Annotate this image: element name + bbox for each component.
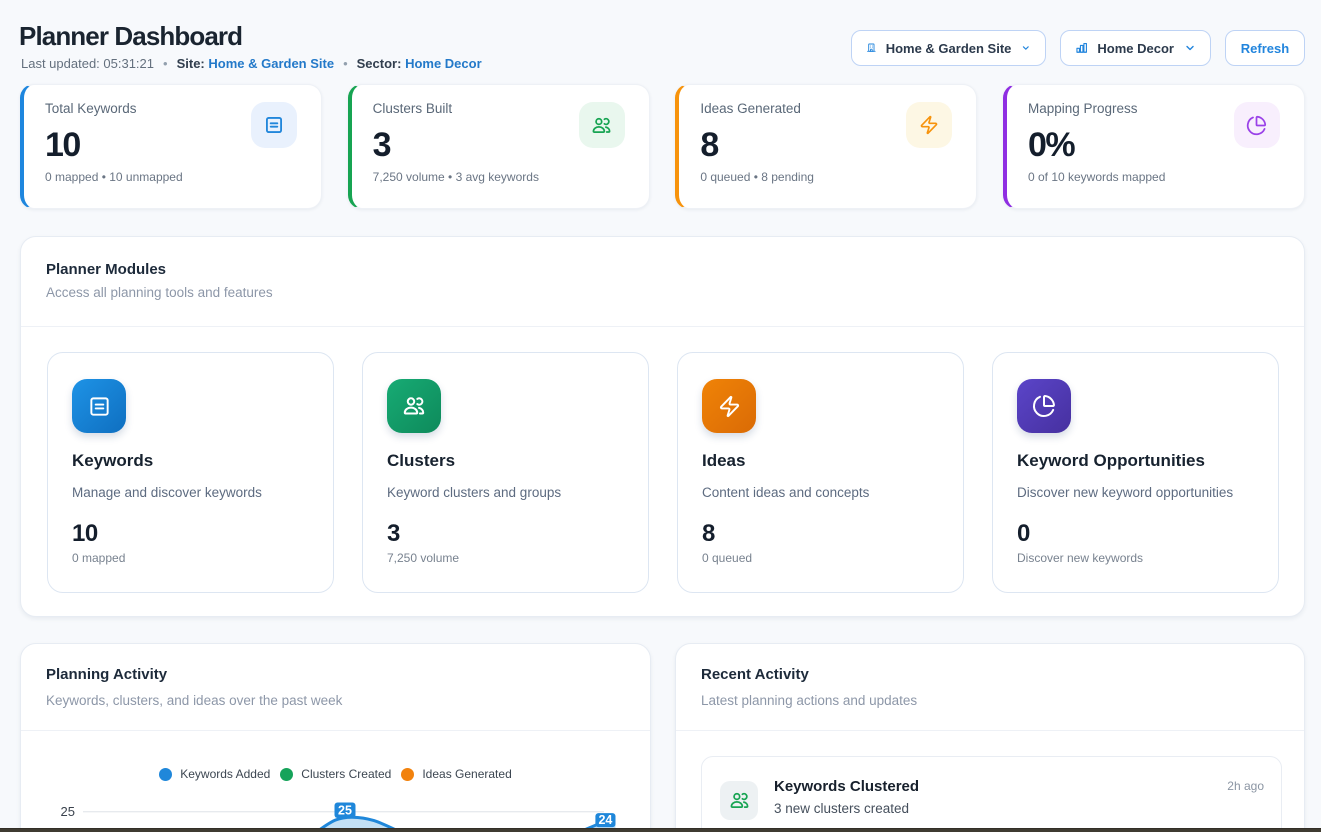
svg-text:24: 24 — [598, 813, 612, 827]
svg-text:25: 25 — [338, 804, 352, 818]
svg-text:25: 25 — [61, 804, 75, 819]
